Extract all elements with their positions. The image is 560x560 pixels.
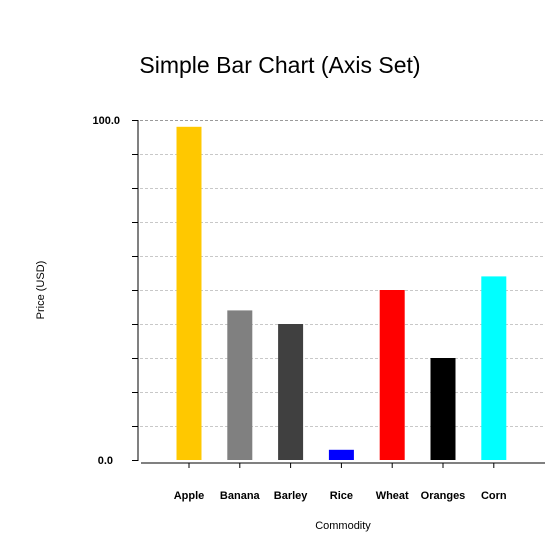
bar-wheat xyxy=(379,290,405,460)
x-tick-label-wheat: Wheat xyxy=(376,490,409,502)
bar-barley xyxy=(278,324,304,460)
chart-title: Simple Bar Chart (Axis Set) xyxy=(139,52,421,78)
x-tick-label-oranges: Oranges xyxy=(421,490,466,502)
y-ticks xyxy=(132,120,138,461)
x-tick-label-banana: Banana xyxy=(220,490,261,502)
x-tick-label-barley: Barley xyxy=(274,490,309,502)
bar-apple xyxy=(176,126,202,461)
y-axis-label: Price (USD) xyxy=(35,261,47,320)
bar-banana xyxy=(227,310,253,460)
bar-corn xyxy=(481,276,507,460)
x-tick-label-apple: Apple xyxy=(174,490,205,502)
x-axis-label: Commodity xyxy=(315,520,371,532)
x-tick-label-rice: Rice xyxy=(330,490,353,502)
x-tick-label-corn: Corn xyxy=(481,490,507,502)
y-tick-label-min: 0.0 xyxy=(98,455,113,467)
bar-oranges xyxy=(430,358,456,460)
y-tick-label-max: 100.0 xyxy=(92,115,120,127)
bars xyxy=(176,126,507,461)
gridlines xyxy=(140,120,545,427)
bar-rice xyxy=(328,449,354,460)
x-tick-labels: Apple Banana Barley Rice Wheat Oranges Corn xyxy=(174,463,507,502)
